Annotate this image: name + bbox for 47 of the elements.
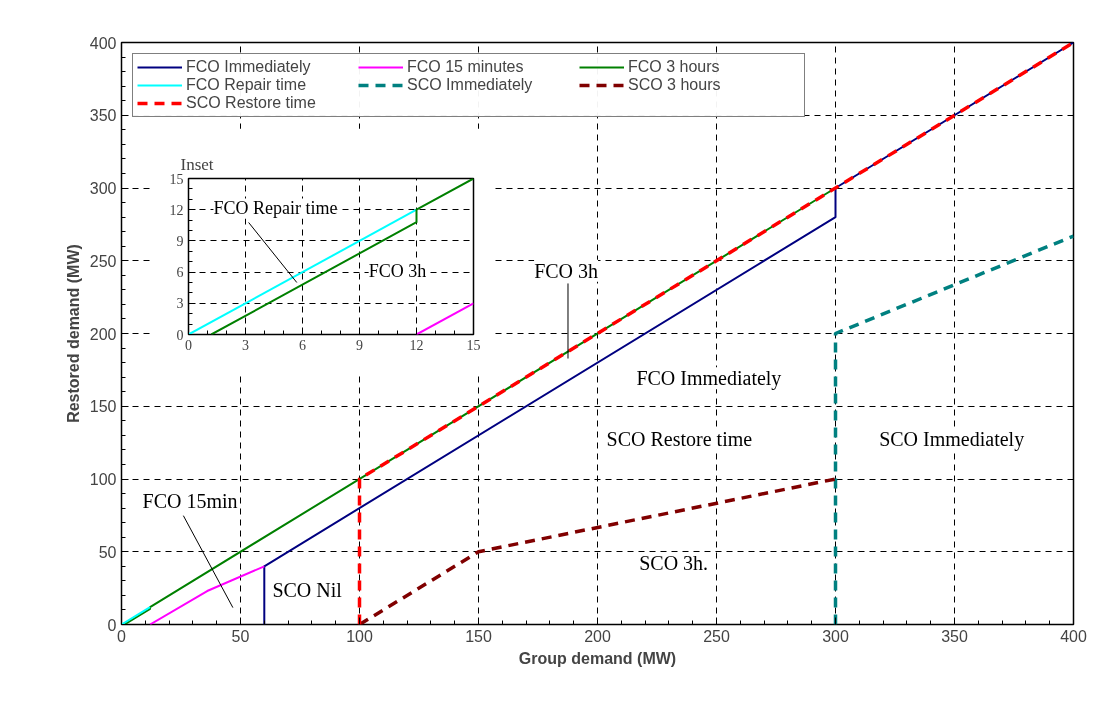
x-tick-label: 150 xyxy=(465,627,492,645)
x-tick-label: 12 xyxy=(409,337,424,353)
legend-label: SCO Immediately xyxy=(407,76,534,94)
annotation: SCO Restore time xyxy=(606,428,753,451)
legend-label: FCO 15 minutes xyxy=(407,58,525,76)
annotation: SCO Nil xyxy=(272,578,343,601)
x-tick-label: 6 xyxy=(299,337,306,353)
x-axis-title: Group demand (MW) xyxy=(518,649,677,667)
y-tick-label: 0 xyxy=(176,327,184,343)
annotation: SCO Immediately xyxy=(879,428,1025,452)
annotation: FCO Immediately xyxy=(636,367,782,391)
y-tick-label: 150 xyxy=(89,398,117,416)
annotation: SCO 3h. xyxy=(639,552,709,575)
x-tick-label: 100 xyxy=(346,627,373,645)
annotation: FCO 3h xyxy=(368,260,427,281)
legend-label: SCO Restore time xyxy=(186,94,317,112)
x-tick-label: 300 xyxy=(822,627,849,645)
annotation: FCO 15min xyxy=(142,489,238,512)
y-tick-label: 400 xyxy=(89,34,117,52)
y-tick-label: 3 xyxy=(176,296,184,312)
legend-label: FCO Repair time xyxy=(186,76,308,94)
y-tick-label: 12 xyxy=(169,202,184,218)
x-tick-label: 400 xyxy=(1060,627,1087,645)
y-tick-label: 50 xyxy=(98,543,117,561)
y-tick-label: 0 xyxy=(107,616,117,634)
y-tick-label: 350 xyxy=(89,107,117,125)
chart-title: Inset xyxy=(180,154,214,174)
x-tick-label: 15 xyxy=(466,337,481,353)
annotation: FCO Repair time xyxy=(213,198,338,219)
y-tick-label: 100 xyxy=(89,471,117,488)
legend-label: FCO 3 hours xyxy=(628,58,721,76)
legend-label: FCO Immediately xyxy=(186,58,312,76)
legend-label: SCO 3 hours xyxy=(628,76,722,94)
y-tick-label: 6 xyxy=(176,265,184,281)
y-axis-title: Restored demand (MW) xyxy=(64,244,82,423)
x-tick-label: 9 xyxy=(356,337,363,353)
y-tick-label: 250 xyxy=(89,252,117,270)
y-tick-label: 300 xyxy=(89,180,117,197)
y-tick-label: 9 xyxy=(176,233,184,249)
x-tick-label: 3 xyxy=(242,337,249,353)
y-tick-label: 15 xyxy=(169,171,184,187)
annotation: FCO 3h xyxy=(534,259,599,282)
x-tick-label: 250 xyxy=(703,627,730,645)
line-series xyxy=(210,178,474,335)
x-tick-label: 50 xyxy=(231,627,250,645)
x-tick-label: 200 xyxy=(584,627,611,645)
x-tick-label: 350 xyxy=(941,627,968,645)
